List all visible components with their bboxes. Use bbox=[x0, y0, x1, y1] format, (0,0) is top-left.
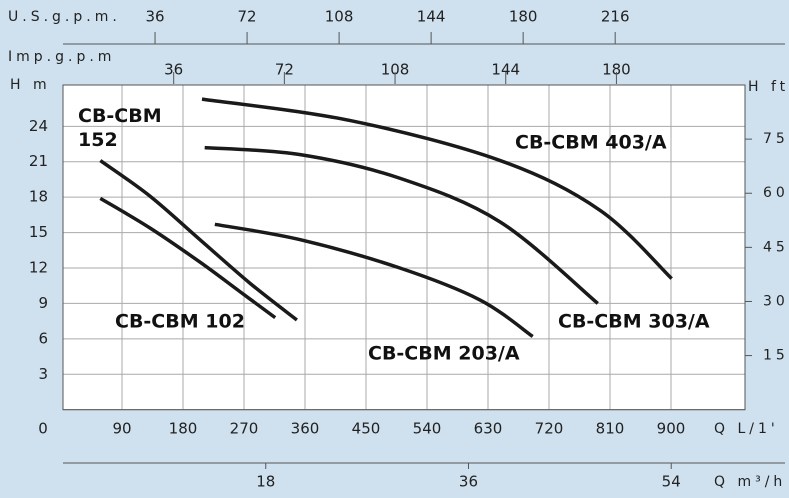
top-tick-label: 36 bbox=[164, 61, 183, 79]
y-tick-label: 12 bbox=[29, 259, 48, 277]
top-tick-label: 216 bbox=[601, 8, 630, 26]
top-tick-label: 180 bbox=[509, 8, 538, 26]
bottom-tick-label: 54 bbox=[662, 473, 681, 491]
curve bbox=[99, 159, 298, 322]
axis-label: U.S.g.p.m. bbox=[8, 9, 121, 25]
y2-tick-label: 60 bbox=[763, 185, 789, 201]
top-tick-label: 108 bbox=[381, 61, 410, 79]
x-tick-label: 540 bbox=[413, 420, 442, 438]
axis-label: H m bbox=[10, 77, 51, 93]
plot-border bbox=[62, 84, 746, 411]
curve bbox=[99, 196, 277, 320]
y2-tick-label: 45 bbox=[763, 239, 789, 255]
y-tick-label: 9 bbox=[38, 294, 48, 312]
x-tick-label: 900 bbox=[657, 420, 686, 438]
curve bbox=[201, 97, 673, 280]
axis-label: Imp.g.p.m bbox=[8, 49, 115, 65]
x-tick-label: 810 bbox=[596, 420, 625, 438]
y2-tick-label: 15 bbox=[763, 348, 789, 364]
curve-label: CB-CBM 303/A bbox=[558, 311, 710, 333]
y-tick-label: 6 bbox=[38, 329, 48, 347]
axis-label: H ft bbox=[748, 79, 789, 95]
top-tick-label: 36 bbox=[145, 8, 164, 26]
x-tick-label: 180 bbox=[169, 420, 198, 438]
curve bbox=[204, 145, 599, 305]
y-tick-label: 3 bbox=[38, 365, 48, 383]
x-tick-label: 270 bbox=[230, 420, 259, 438]
x-tick-label: 90 bbox=[112, 420, 131, 438]
curve-label: CB-CBM 102 bbox=[115, 311, 245, 333]
bottom-tick-label: 18 bbox=[256, 473, 275, 491]
axis-label: Q m³/h bbox=[714, 474, 786, 490]
bottom-tick-label: 36 bbox=[459, 473, 478, 491]
curve-label: CB-CBM 203/A bbox=[368, 343, 520, 365]
top-tick-label: 144 bbox=[491, 61, 520, 79]
curve-label: CB-CBM 152 bbox=[78, 105, 162, 151]
y-tick-label: 21 bbox=[29, 152, 48, 170]
top-tick-label: 72 bbox=[275, 61, 294, 79]
y2-tick-label: 30 bbox=[763, 293, 789, 309]
y-tick-label: 0 bbox=[38, 420, 48, 438]
top-tick-label: 108 bbox=[325, 8, 354, 26]
y-tick-label: 18 bbox=[29, 188, 48, 206]
x-tick-label: 720 bbox=[535, 420, 564, 438]
curve-label: CB-CBM 403/A bbox=[515, 132, 667, 154]
y-tick-label: 15 bbox=[29, 223, 48, 241]
x-tick-label: 450 bbox=[352, 420, 381, 438]
curve bbox=[214, 222, 534, 338]
y2-tick-label: 75 bbox=[763, 131, 789, 147]
x-tick-label: 630 bbox=[474, 420, 503, 438]
top-tick-label: 144 bbox=[417, 8, 446, 26]
x-tick-label: 360 bbox=[291, 420, 320, 438]
y-tick-label: 24 bbox=[29, 117, 48, 135]
top-tick-label: 72 bbox=[238, 8, 257, 26]
top-tick-label: 180 bbox=[602, 61, 631, 79]
axis-label: Q L/1' bbox=[714, 421, 779, 437]
